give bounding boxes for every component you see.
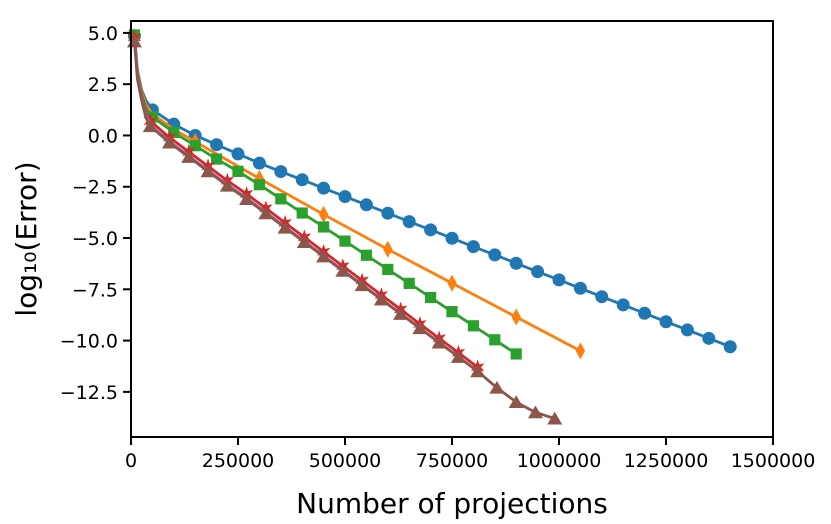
square-marker — [275, 193, 287, 205]
square-marker — [339, 235, 351, 247]
circle-marker — [552, 273, 566, 287]
circle-marker — [659, 315, 673, 329]
x-axis-label: Number of projections — [296, 487, 608, 520]
circle-marker — [381, 206, 395, 220]
x-tick-label: 0 — [125, 450, 137, 472]
circle-marker — [424, 223, 438, 237]
square-marker — [253, 179, 265, 191]
square-marker — [296, 207, 308, 219]
square-marker — [467, 320, 479, 332]
circle-marker — [638, 306, 652, 320]
triangle-marker — [219, 178, 235, 192]
triangle-marker — [431, 335, 447, 349]
square-marker — [382, 263, 394, 276]
y-axis-label: log₁₀(Error) — [10, 161, 43, 316]
x-tick-label: 750000 — [416, 450, 489, 472]
y-tick-label: 0.0 — [88, 125, 118, 147]
triangle-marker — [316, 249, 332, 263]
y-tick-label: −2.5 — [72, 177, 118, 199]
diamond-marker — [383, 240, 393, 258]
diamond-marker — [575, 342, 586, 360]
x-tick-label: 250000 — [202, 450, 275, 472]
triangle-marker — [296, 235, 312, 249]
triangle-marker — [354, 278, 370, 292]
square-marker — [211, 153, 223, 165]
y-tick-label: −5.0 — [72, 228, 118, 250]
triangle-marker — [527, 405, 543, 419]
circle-marker — [445, 231, 459, 245]
circle-marker — [466, 240, 480, 254]
triangle-marker — [200, 164, 216, 178]
y-tick-label: −7.5 — [72, 279, 118, 301]
x-axis: 0 250000 500000 750000 1000000 1250000 1500000 — [125, 437, 815, 472]
triangle-marker — [412, 321, 428, 335]
square-marker — [403, 277, 415, 289]
x-tick-label: 500000 — [309, 450, 382, 472]
plot-series — [126, 28, 737, 425]
circle-marker — [573, 281, 587, 295]
triangle-marker — [239, 192, 255, 205]
triangle-marker — [277, 220, 293, 234]
circle-marker — [616, 298, 630, 312]
square-marker — [510, 348, 522, 360]
y-tick-label: −12.5 — [60, 382, 118, 404]
x-tick-label: 1000000 — [517, 450, 602, 472]
triangle-marker — [489, 380, 505, 394]
square-marker — [189, 140, 201, 152]
circle-marker — [359, 198, 373, 212]
square-marker — [360, 249, 372, 261]
diamond-marker — [511, 308, 521, 326]
circle-marker — [509, 256, 523, 270]
square-marker — [146, 111, 158, 123]
series-brown-triangles — [126, 34, 563, 425]
triangle-marker — [470, 364, 486, 378]
y-tick-label: 2.5 — [88, 74, 118, 96]
circle-marker — [295, 173, 309, 187]
triangle-marker — [335, 263, 351, 277]
triangle-marker — [450, 350, 466, 363]
square-marker — [425, 291, 437, 304]
circle-marker — [338, 190, 352, 204]
circle-marker — [702, 331, 716, 345]
triangle-marker — [393, 307, 409, 320]
triangle-marker — [162, 135, 178, 149]
triangle-marker — [373, 292, 389, 306]
series-green-squares — [128, 29, 522, 360]
diamond-marker — [447, 274, 457, 292]
triangle-marker — [142, 119, 158, 133]
square-marker — [318, 221, 330, 233]
circle-marker — [274, 165, 288, 179]
circle-marker — [252, 156, 266, 170]
square-marker — [168, 126, 180, 138]
diamond-marker — [318, 205, 329, 223]
circle-marker — [210, 138, 224, 152]
circle-marker — [531, 265, 545, 279]
square-marker — [446, 306, 458, 318]
triangle-marker — [181, 150, 197, 163]
x-tick-label: 1250000 — [624, 450, 709, 472]
square-marker — [232, 165, 244, 177]
circle-marker — [488, 248, 502, 262]
circle-marker — [402, 215, 416, 229]
triangle-marker — [508, 395, 524, 409]
y-tick-label: 5.0 — [88, 23, 118, 45]
circle-marker — [595, 290, 609, 304]
circle-marker — [231, 147, 245, 161]
square-marker — [489, 334, 501, 346]
x-tick-label: 1500000 — [731, 450, 816, 472]
y-tick-label: −10.0 — [60, 331, 118, 353]
y-axis: 5.0 2.5 0.0 −2.5 −5.0 −7.5 −10.0 −12.5 — [60, 23, 131, 404]
triangle-marker — [547, 411, 563, 425]
circle-marker — [680, 323, 694, 337]
circle-marker — [317, 181, 331, 195]
series-blue-circles — [127, 29, 737, 354]
triangle-marker — [258, 206, 274, 220]
circle-marker — [723, 340, 737, 354]
